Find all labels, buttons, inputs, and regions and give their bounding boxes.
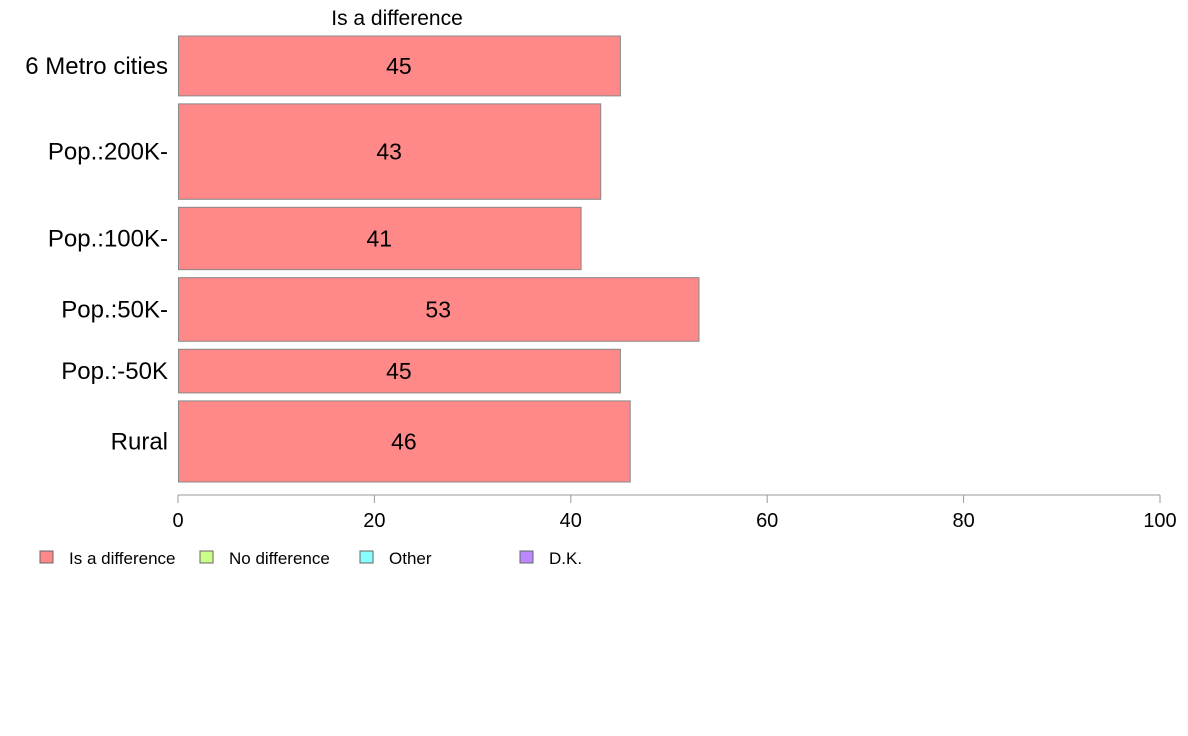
category-label: Pop.:100K- bbox=[48, 225, 168, 252]
bar-1 bbox=[178, 103, 602, 200]
legend-swatch bbox=[519, 550, 534, 564]
legend-label: Is a difference bbox=[69, 549, 175, 568]
legend-swatch bbox=[359, 550, 374, 564]
bar-value-label: 53 bbox=[425, 296, 451, 322]
category-label: Rural bbox=[111, 428, 168, 455]
chart-title: Is a difference bbox=[331, 7, 463, 30]
x-tick-label: 40 bbox=[560, 510, 582, 532]
bar-value-label: 45 bbox=[386, 358, 412, 384]
legend-label: No difference bbox=[229, 549, 330, 568]
category-label: Pop.:50K- bbox=[61, 296, 168, 323]
category-label: Pop.:200K- bbox=[48, 139, 168, 166]
bar-value-label: 43 bbox=[376, 139, 402, 165]
bar-value-label: 41 bbox=[367, 225, 393, 251]
legend-item: Other bbox=[359, 549, 432, 568]
legend-item: Is a difference bbox=[39, 549, 175, 568]
x-tick-label: 80 bbox=[952, 510, 974, 532]
category-label: Pop.:-50K bbox=[61, 358, 168, 385]
x-tick-label: 20 bbox=[363, 510, 385, 532]
x-tick-label: 0 bbox=[172, 510, 183, 532]
legend-item: D.K. bbox=[519, 549, 582, 568]
bar-value-label: 46 bbox=[391, 428, 417, 454]
bar-5 bbox=[178, 400, 631, 483]
bar-value-label: 45 bbox=[386, 53, 412, 79]
bar-2 bbox=[178, 206, 582, 271]
bar-4 bbox=[178, 348, 621, 394]
x-tick-label: 100 bbox=[1143, 510, 1176, 532]
legend-item: No difference bbox=[199, 549, 330, 568]
category-label: 6 Metro cities bbox=[25, 53, 168, 80]
legend-label: D.K. bbox=[549, 549, 582, 568]
bars-layer: 45 6 Metro cities 43 Pop.:200K- 41 Pop.:100K-… bbox=[25, 35, 700, 483]
legend: Is a difference No difference Other D.K. bbox=[39, 549, 582, 568]
legend-swatch bbox=[39, 550, 54, 564]
x-axis: 0 20 40 60 80 100 bbox=[172, 494, 1177, 532]
bar-3 bbox=[178, 277, 700, 342]
legend-label: Other bbox=[389, 549, 432, 568]
bar-0 bbox=[178, 35, 621, 97]
legend-swatch bbox=[199, 550, 214, 564]
x-tick-label: 60 bbox=[756, 510, 778, 532]
